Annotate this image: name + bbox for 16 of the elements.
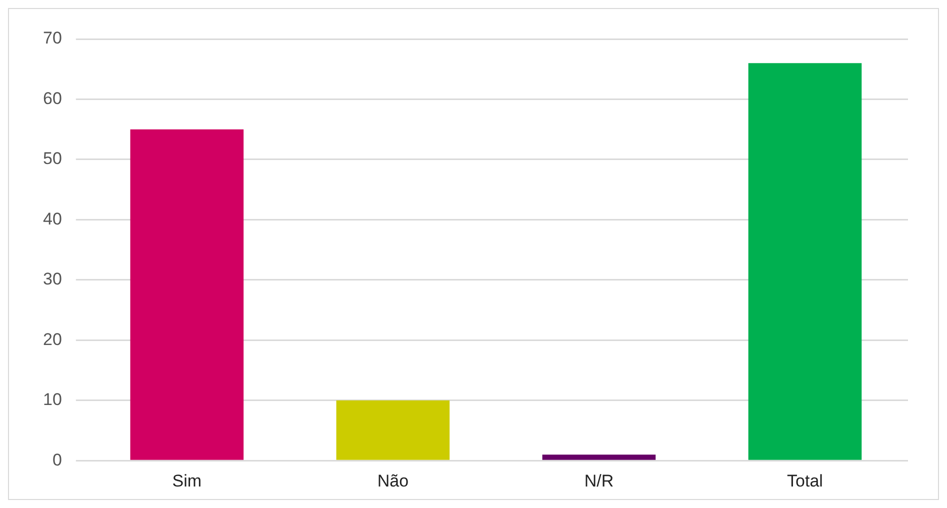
x-tick-label: Sim (172, 471, 202, 490)
y-tick-label: 70 (42, 28, 62, 48)
y-tick-label: 30 (42, 270, 62, 289)
y-tick-label: 10 (42, 390, 62, 410)
bar (542, 454, 656, 460)
bar (748, 63, 862, 460)
y-tick-label: 20 (42, 330, 62, 349)
y-tick-label: 40 (42, 209, 62, 228)
x-tick-label: Não (377, 471, 409, 490)
y-tick-label: 50 (42, 149, 62, 168)
y-tick-label: 60 (42, 88, 62, 108)
bar (130, 129, 244, 460)
x-tick-label: Total (787, 471, 823, 490)
y-tick-label: 0 (52, 450, 62, 470)
x-tick-label: N/R (584, 471, 614, 490)
bar (336, 400, 450, 460)
